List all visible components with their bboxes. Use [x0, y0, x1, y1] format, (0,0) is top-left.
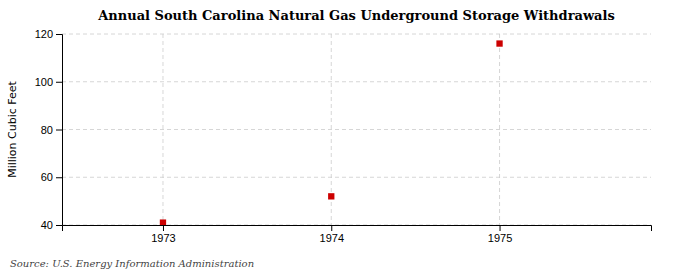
tick: 100	[35, 76, 62, 88]
y-axis-label: Million Cubic Feet	[6, 80, 19, 177]
point	[160, 219, 166, 225]
tick-label: 1973	[151, 232, 175, 244]
tick-label: 80	[41, 124, 53, 136]
grid-line-y	[62, 34, 651, 35]
point	[328, 193, 334, 199]
point	[496, 40, 502, 46]
tick-label: 1975	[488, 232, 512, 244]
grid-line-y	[62, 177, 651, 178]
tick: 40	[41, 219, 62, 231]
tick-label: 40	[41, 219, 53, 231]
grid-line-y	[62, 129, 651, 130]
tick-mark	[56, 225, 62, 226]
axis-domain	[56, 35, 63, 226]
tick-mark	[56, 34, 62, 35]
axis-domain	[63, 226, 652, 232]
tick-mark	[56, 130, 62, 131]
tick-label: 100	[35, 76, 53, 88]
tick: 120	[35, 28, 62, 40]
tick: 80	[41, 124, 62, 136]
tick: 1974	[320, 225, 344, 244]
tick-label: 120	[35, 28, 53, 40]
tick-mark	[56, 82, 62, 83]
tick: 1973	[151, 225, 175, 244]
tick-mark	[163, 225, 164, 231]
tick-mark	[56, 177, 62, 178]
tick: 60	[41, 171, 62, 183]
plot-area: 1973 1974 1975 40 60 80 100 120	[35, 28, 652, 244]
points	[160, 40, 503, 225]
tick-label: 1974	[320, 232, 344, 244]
x-axis: 1973 1974 1975	[63, 225, 652, 244]
tick-label: 60	[41, 171, 53, 183]
grid	[62, 34, 651, 225]
tick-mark	[331, 225, 332, 231]
tick-mark	[500, 225, 501, 231]
grid-line-x	[499, 34, 500, 225]
title: Annual South Carolina Natural Gas Underg…	[97, 8, 615, 23]
chart-svg: 1973 1974 1975 40 60 80 100 120 Annual South Car…	[0, 0, 675, 275]
annotation: Source: U.S. Energy Information Administ…	[10, 258, 254, 269]
grid-line-y	[62, 81, 651, 82]
tick: 1975	[488, 225, 512, 244]
y-axis: 40 60 80 100 120	[35, 28, 63, 231]
grid-line-x	[162, 34, 163, 225]
